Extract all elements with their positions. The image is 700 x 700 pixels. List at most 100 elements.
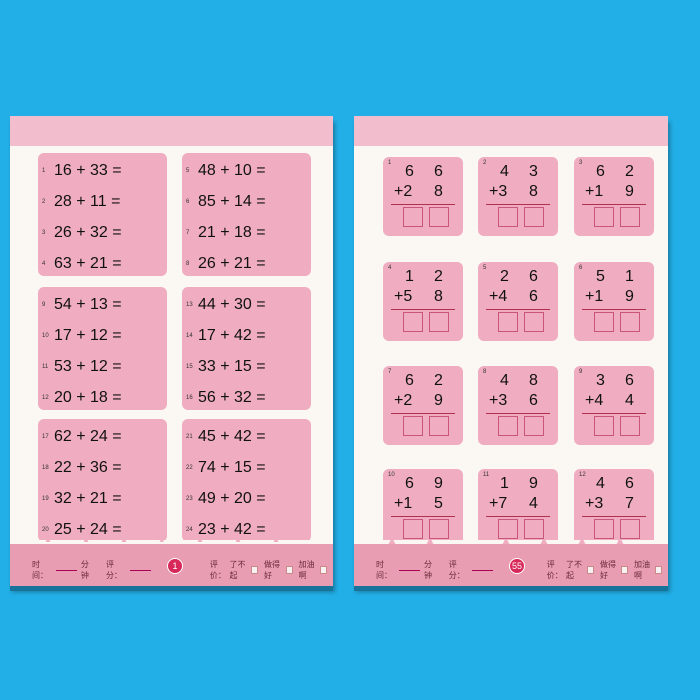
- answer-box[interactable]: [594, 312, 614, 332]
- answer-box[interactable]: [594, 207, 614, 227]
- problem-number: 12: [42, 395, 49, 401]
- answer-box[interactable]: [498, 312, 518, 332]
- answer-box[interactable]: [620, 519, 640, 539]
- problem-number: 19: [42, 496, 49, 502]
- vertical-addition-card: 1 6 6 +2 8: [383, 157, 463, 236]
- sum-line: [391, 413, 455, 414]
- answer-box[interactable]: [498, 416, 518, 436]
- checkbox[interactable]: [655, 566, 662, 574]
- page-header-band: [10, 116, 333, 146]
- problem-number: 23: [186, 496, 193, 502]
- problem-group: 21 45 + 42 = 22 74 + 15 = 23 49 + 20 = 24 23 + …: [182, 419, 311, 542]
- checkbox[interactable]: [251, 566, 258, 574]
- answer-box[interactable]: [403, 207, 423, 227]
- problem-group: 17 62 + 24 = 18 22 + 36 = 19 32 + 21 = 20 25 + …: [38, 419, 167, 542]
- problem-text: 45 + 42 =: [198, 428, 266, 445]
- problem-text: 26 + 21 =: [198, 255, 266, 272]
- digit: 8: [434, 288, 443, 305]
- problem-group: 13 44 + 30 = 14 17 + 42 = 15 33 + 15 = 16 56 + …: [182, 287, 311, 410]
- problem-text: 20 + 18 =: [54, 389, 122, 406]
- rating-good: 做得好: [263, 560, 280, 580]
- problem-text: 56 + 32 =: [198, 389, 266, 406]
- digit: 9: [625, 183, 634, 200]
- sum-line: [486, 309, 550, 310]
- digit: 6: [596, 163, 605, 180]
- digit: 6: [405, 372, 414, 389]
- digit: 6: [529, 288, 538, 305]
- equation: 24 23 + 42 =: [186, 520, 266, 540]
- equation: 22 74 + 15 =: [186, 458, 266, 478]
- problem-number: 4: [388, 265, 392, 271]
- digit: 1: [500, 475, 509, 492]
- equation: 23 49 + 20 =: [186, 489, 266, 509]
- sum-line: [391, 309, 455, 310]
- equation: 14 17 + 42 =: [186, 326, 266, 346]
- answer-box[interactable]: [620, 416, 640, 436]
- problem-text: 32 + 21 =: [54, 490, 122, 507]
- equation: 17 62 + 24 =: [42, 427, 122, 447]
- answer-box[interactable]: [498, 207, 518, 227]
- problem-text: 16 + 33 =: [54, 162, 122, 179]
- answer-box[interactable]: [429, 312, 449, 332]
- equation: 20 25 + 24 =: [42, 520, 122, 540]
- rating-keep-going: 加油啊: [298, 560, 315, 580]
- sum-line: [486, 204, 550, 205]
- digit: 3: [596, 372, 605, 389]
- sum-line: [582, 516, 646, 517]
- answer-box[interactable]: [594, 519, 614, 539]
- answer-box[interactable]: [594, 416, 614, 436]
- answer-box[interactable]: [498, 519, 518, 539]
- problem-text: 33 + 15 =: [198, 358, 266, 375]
- score-label: 评分：: [448, 560, 465, 580]
- answer-box[interactable]: [524, 312, 544, 332]
- answer-box[interactable]: [524, 207, 544, 227]
- page-header-band: [354, 116, 668, 146]
- answer-box[interactable]: [524, 416, 544, 436]
- problem-number: 14: [186, 333, 193, 339]
- answer-box[interactable]: [620, 312, 640, 332]
- answer-box[interactable]: [620, 207, 640, 227]
- answer-box[interactable]: [403, 312, 423, 332]
- vertical-addition-card: 12 4 6 +3 7: [574, 469, 654, 548]
- problem-number: 6: [186, 199, 190, 205]
- page-number: 55: [509, 558, 525, 574]
- problem-text: 22 + 36 =: [54, 459, 122, 476]
- problem-number: 21: [186, 434, 193, 440]
- digit: +1: [394, 495, 413, 512]
- sum-line: [486, 516, 550, 517]
- problem-number: 13: [186, 302, 193, 308]
- problem-text: 17 + 42 =: [198, 327, 266, 344]
- digit: +1: [585, 183, 604, 200]
- problem-number: 2: [483, 160, 487, 166]
- vertical-addition-card: 7 6 2 +2 9: [383, 366, 463, 445]
- answer-box[interactable]: [524, 519, 544, 539]
- problem-number: 22: [186, 465, 193, 471]
- problem-text: 26 + 32 =: [54, 224, 122, 241]
- digit: 1: [405, 268, 414, 285]
- vertical-addition-card: 5 2 6 +4 6: [478, 262, 558, 341]
- checkbox[interactable]: [285, 566, 293, 574]
- equation: 18 22 + 36 =: [42, 458, 122, 478]
- checkbox[interactable]: [621, 566, 628, 574]
- page-footer: 时间： 分钟 评分： 评价： 了不起 做得好 加油啊 1: [10, 544, 333, 586]
- answer-box[interactable]: [403, 416, 423, 436]
- digit: 4: [500, 163, 509, 180]
- equation: 15 33 + 15 =: [186, 357, 266, 377]
- checkbox[interactable]: [320, 566, 328, 574]
- checkbox[interactable]: [587, 566, 594, 574]
- problem-number: 12: [579, 472, 586, 478]
- problem-number: 11: [483, 472, 490, 478]
- problem-number: 3: [579, 160, 583, 166]
- digit: 9: [625, 288, 634, 305]
- answer-box[interactable]: [403, 519, 423, 539]
- problem-text: 25 + 24 =: [54, 521, 122, 538]
- equation: 11 53 + 12 =: [42, 357, 122, 377]
- answer-box[interactable]: [429, 416, 449, 436]
- minutes-label: 分钟: [424, 560, 432, 580]
- digit: 7: [625, 495, 634, 512]
- problem-number: 18: [42, 465, 49, 471]
- answer-box[interactable]: [429, 519, 449, 539]
- answer-box[interactable]: [429, 207, 449, 227]
- vertical-addition-card: 4 1 2 +5 8: [383, 262, 463, 341]
- sum-line: [391, 204, 455, 205]
